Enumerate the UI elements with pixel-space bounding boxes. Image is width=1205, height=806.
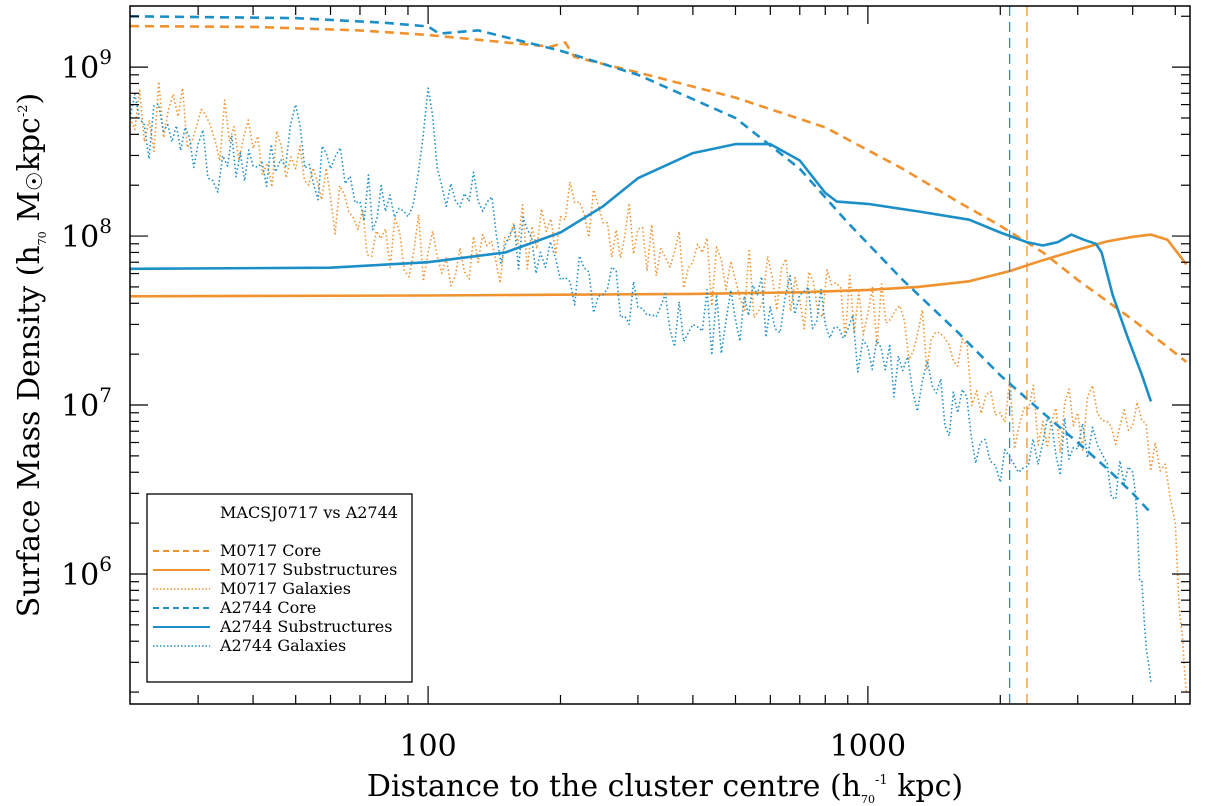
legend-label-m0717-core: M0717 Core (220, 541, 321, 560)
vline-layer (1008, 6, 1028, 704)
series-line-a2744-core (130, 15, 1152, 514)
y-tick-label: 107 (61, 383, 112, 424)
label-layer: 100 1000 106 107 108 109 Distance to the clust… (12, 45, 963, 806)
legend-label-a2744-substructures: A2744 Substructures (219, 617, 392, 636)
x-tick-label: 100 (399, 729, 456, 764)
series-line-m0717-core (130, 24, 1188, 363)
plot-frame (129, 5, 1191, 705)
x-axis-title: Distance to the cluster centre (h70-1 kp… (367, 769, 963, 806)
legend-box (146, 493, 413, 683)
series-layer (130, 15, 1188, 693)
y-tick-label: 108 (61, 214, 112, 255)
series-line-a2744-substructures (130, 142, 1153, 402)
y-tick-label: 106 (61, 552, 112, 593)
y-tick-label: 109 (61, 45, 112, 86)
tick-layer (130, 6, 1190, 704)
legend-label-m0717-substructures: M0717 Substructures (220, 560, 397, 579)
legend-label-m0717-galaxies: M0717 Galaxies (220, 579, 351, 598)
x-tick-label: 1000 (830, 729, 906, 764)
legend-label-a2744-galaxies: A2744 Galaxies (219, 636, 346, 655)
y-axis-title: Surface Mass Density (h70 M☉kpc-2) (12, 93, 49, 618)
series-line-m0717-substructures (130, 233, 1188, 298)
series-line-a2744-galaxies (130, 87, 1152, 682)
legend-title: MACSJ0717 vs A2744 (220, 503, 398, 522)
legend-label-a2744-core: A2744 Core (219, 598, 316, 617)
